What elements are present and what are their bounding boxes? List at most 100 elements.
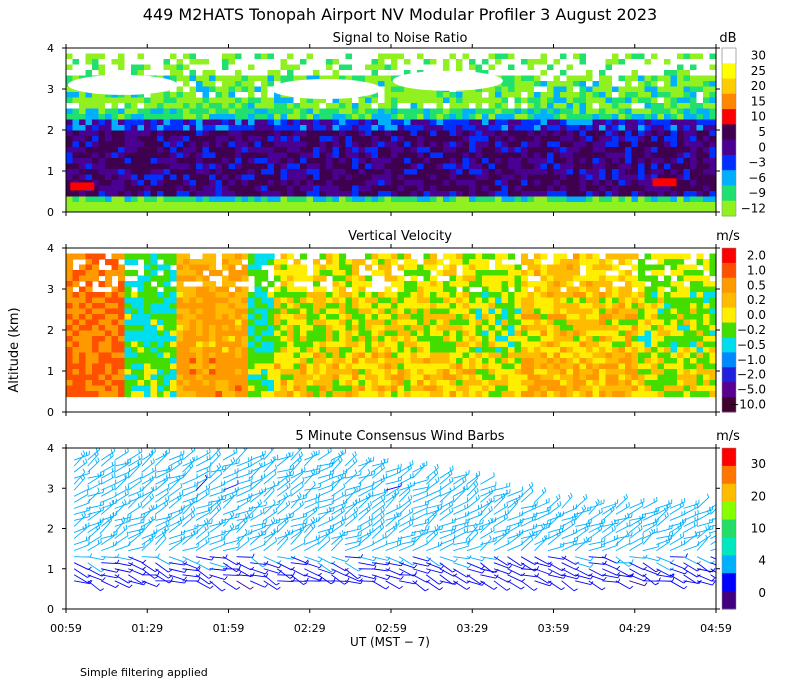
wind-barb <box>290 574 308 585</box>
wind-barb <box>656 577 675 582</box>
wind-plot-frame <box>65 447 717 610</box>
wind-barb <box>466 519 484 527</box>
wind-barb <box>101 479 117 491</box>
wind-barb <box>520 535 534 551</box>
wind-barb <box>209 462 222 479</box>
wind-barb <box>331 562 349 572</box>
wind-barb <box>128 477 142 491</box>
wind-barb <box>114 531 129 545</box>
y-tick-label: 4 <box>47 42 54 55</box>
wind-barb <box>696 580 716 586</box>
wind-barb <box>304 502 319 515</box>
colorbar-swatch <box>722 200 736 217</box>
wind-barb <box>588 580 606 591</box>
wind-barb <box>236 480 253 491</box>
wind-barb <box>290 568 309 577</box>
colorbar-label: −12 <box>741 201 766 215</box>
wind-barb <box>303 516 316 533</box>
wind-barb <box>290 528 302 545</box>
wind-barb <box>100 466 116 479</box>
wind-barb <box>263 454 279 467</box>
wind-barb <box>466 503 482 515</box>
colorbar-swatch <box>722 262 736 279</box>
wind-barb <box>141 472 157 485</box>
wind-barb <box>547 580 565 591</box>
wind-barb <box>466 562 485 570</box>
wind-barb <box>236 580 254 590</box>
wind-barb <box>277 451 294 461</box>
wind-barb <box>222 448 238 461</box>
wind-barb <box>155 568 172 579</box>
wind-barb <box>263 580 281 590</box>
colorbar-label: 0 <box>758 586 766 600</box>
wind-barb <box>344 481 362 491</box>
wind-barb <box>561 536 579 546</box>
wind-barb <box>100 460 116 473</box>
wind-barb <box>371 518 385 533</box>
wind-barb <box>683 510 699 521</box>
wind-barb <box>344 470 362 479</box>
wind-barb <box>629 501 644 515</box>
wind-barb <box>277 555 296 560</box>
wind-barb <box>371 506 385 521</box>
wind-barb <box>236 512 250 527</box>
colorbar-swatch <box>722 501 736 521</box>
wind-barb <box>155 473 171 485</box>
y-tick-label: 1 <box>47 563 54 576</box>
wind-barb <box>453 476 467 491</box>
wind-barb <box>629 525 643 539</box>
wind-barb <box>263 507 278 521</box>
wind-barb <box>588 518 606 527</box>
wind-barb <box>209 505 222 521</box>
colorbar-label: −5.0 <box>737 383 766 397</box>
wind-barb <box>385 574 404 580</box>
wind-barb <box>236 536 250 551</box>
wind-barb <box>710 562 716 566</box>
wind-barb <box>114 541 131 552</box>
wind-barb <box>73 450 86 467</box>
wind-barb <box>371 458 389 467</box>
wind-barb <box>615 573 634 578</box>
wind-barb <box>344 499 358 515</box>
y-tick-label: 2 <box>47 324 54 337</box>
wind-barb <box>317 473 333 485</box>
wind-barb <box>398 494 413 509</box>
wind-barb <box>155 534 167 551</box>
wind-barb <box>398 514 414 527</box>
wind-barb <box>87 574 106 581</box>
wind-barb <box>276 476 291 491</box>
wind-barb <box>236 448 248 461</box>
wind-barb <box>439 534 456 546</box>
wind-barb <box>87 580 104 592</box>
wind-barb <box>250 450 266 461</box>
wind-barb <box>669 562 688 570</box>
wind-barb <box>493 580 511 591</box>
wind-barb <box>263 499 276 515</box>
wind-barb <box>615 521 631 533</box>
wind-barb <box>155 495 170 509</box>
wind-barb <box>507 580 525 590</box>
wind-barb <box>277 465 295 473</box>
wind-barb <box>344 537 362 546</box>
wind-barb <box>236 568 254 578</box>
wind-barb <box>425 524 439 539</box>
colorbar-label: 0.5 <box>747 278 766 292</box>
wind-panel-title: 5 Minute Consensus Wind Barbs <box>295 429 504 444</box>
wind-barb <box>155 465 173 473</box>
wind-barb <box>114 513 132 521</box>
wind-barb <box>534 497 550 509</box>
wind-barb <box>669 532 685 545</box>
wind-barb <box>358 540 374 552</box>
x-tick-label: 04:29 <box>619 622 651 635</box>
wind-barb <box>439 538 455 552</box>
wind-barb <box>358 456 375 467</box>
colorbar-swatch <box>722 555 736 574</box>
wind-barb <box>358 527 374 539</box>
wind-barb <box>304 493 321 503</box>
wind-barb <box>168 561 188 566</box>
wind-barb <box>182 493 199 503</box>
wind-barb <box>74 553 93 558</box>
colorbar-swatch <box>722 63 736 80</box>
wind-barb <box>155 562 172 573</box>
wind-barb <box>168 556 187 563</box>
